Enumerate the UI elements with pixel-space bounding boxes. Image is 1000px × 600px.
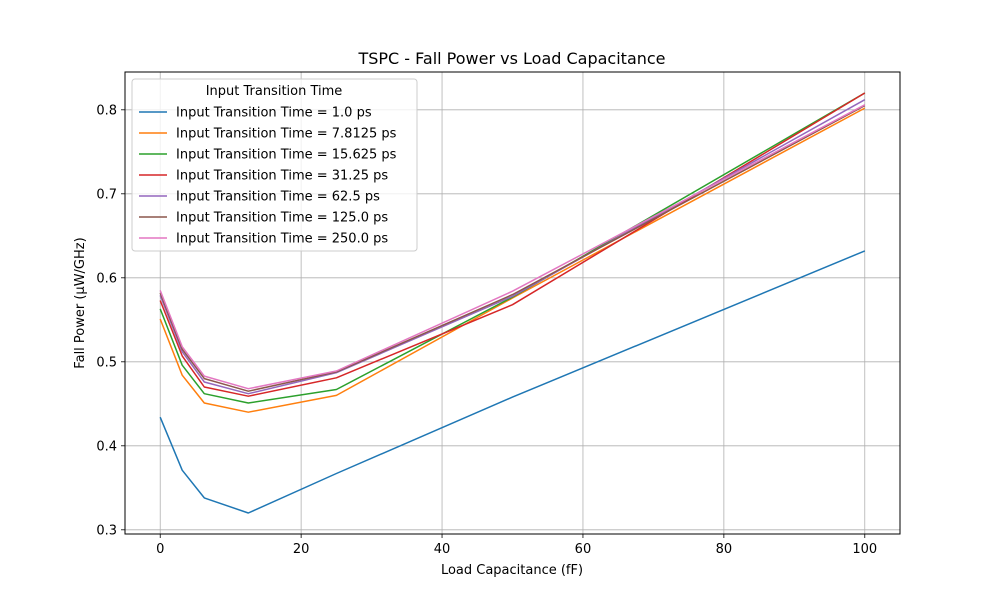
legend-items: Input Transition Time = 1.0 ps Input Tran…: [139, 106, 397, 247]
x-axis-label: Load Capacitance (fF): [441, 563, 583, 578]
y-tick-label: 0.3: [96, 523, 117, 538]
legend-entry: Input Transition Time = 15.625 ps: [176, 148, 397, 163]
x-tick-label: 20: [293, 542, 310, 557]
x-tick-label: 100: [852, 542, 877, 557]
series-line-6: [159, 104, 866, 392]
x-tick-label: 60: [575, 542, 592, 557]
legend-box: [131, 78, 418, 252]
y-tick-label: 0.6: [96, 271, 117, 286]
y-tick-label: 0.5: [96, 355, 117, 370]
series-line-7: [159, 104, 866, 390]
legend-entry: Input Transition Time = 62.5 ps: [176, 190, 380, 205]
legend-entry: Input Transition Time = 31.25 ps: [176, 169, 388, 184]
y-tick-label: 0.8: [96, 103, 117, 118]
legend-entry: Input Transition Time = 7.8125 ps: [176, 127, 397, 142]
series-line-2: [159, 107, 866, 413]
series-line-5: [159, 99, 866, 395]
legend-entry: Input Transition Time = 250.0 ps: [176, 232, 388, 247]
y-tick-label: 0.7: [96, 187, 117, 202]
legend-title: Input Transition Time: [206, 84, 343, 99]
x-tick-label: 0: [156, 542, 164, 557]
series-line-1: [159, 250, 866, 514]
series-line-4: [159, 92, 866, 397]
y-tick-label: 0.4: [96, 439, 117, 454]
axis-ticks: 0 20 40 60 80 100 0.3 0.4 0.5 0.6 0.7 0.8: [96, 103, 877, 557]
chart-title: TSPC - Fall Power vs Load Capacitance: [357, 49, 665, 68]
x-tick-label: 80: [716, 542, 733, 557]
x-tick-label: 40: [434, 542, 451, 557]
series-lines: [159, 92, 866, 514]
legend-entry: Input Transition Time = 125.0 ps: [176, 211, 388, 226]
y-axis-label: Fall Power (µW/GHz): [73, 237, 88, 368]
legend: Input Transition Time Input Transition T…: [131, 78, 418, 252]
legend-entry: Input Transition Time = 1.0 ps: [176, 106, 372, 121]
plot-frame: [124, 71, 901, 535]
